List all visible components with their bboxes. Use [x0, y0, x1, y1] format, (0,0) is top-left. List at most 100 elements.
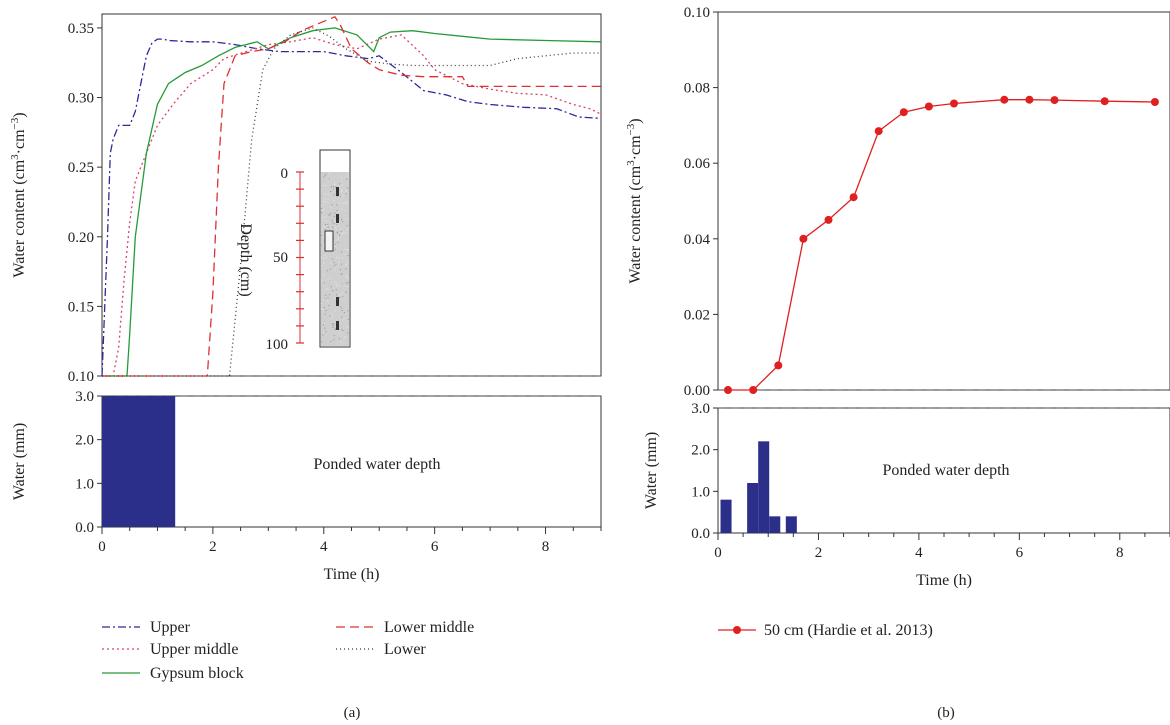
soil-speckle-dot — [334, 249, 335, 250]
soil-speckle-dot — [328, 297, 329, 298]
soil-speckle-dot — [321, 245, 322, 246]
panel-a-label: (a) — [344, 705, 361, 721]
series-point-50cm — [825, 216, 833, 224]
soil-speckle-dot — [341, 191, 342, 192]
soil-speckle-dot — [343, 318, 344, 319]
soil-speckle-dot — [347, 310, 348, 311]
soil-speckle-dot — [340, 275, 341, 276]
series-point-50cm — [900, 108, 908, 116]
soil-speckle-dot — [330, 191, 331, 192]
soil-speckle-dot — [321, 235, 322, 236]
soil-speckle-dot — [337, 232, 338, 233]
panel-b-bottom-ytick-1: 1.0 — [691, 484, 710, 500]
soil-speckle-dot — [347, 225, 348, 226]
series-point-50cm — [1025, 96, 1033, 104]
panel-a-bottom-bar-0 — [102, 396, 175, 527]
soil-speckle-dot — [323, 234, 324, 235]
panel-a-top-ytick-3: 0.25 — [68, 160, 94, 176]
soil-speckle-dot — [333, 188, 334, 189]
soil-speckle-dot — [327, 289, 328, 290]
soil-speckle-dot — [334, 298, 335, 299]
soil-speckle-dot — [334, 182, 335, 183]
series-point-50cm — [850, 193, 858, 201]
soil-speckle-dot — [329, 215, 330, 216]
soil-speckle-dot — [321, 208, 322, 209]
soil-speckle-dot — [342, 258, 343, 259]
panel-a-top-ytick-2: 0.20 — [68, 230, 94, 246]
series-point-50cm — [925, 103, 933, 111]
soil-speckle-dot — [322, 229, 323, 230]
panel-a-bottom-xtick-2: 4 — [320, 539, 328, 555]
soil-speckle-dot — [344, 249, 345, 250]
soil-speckle-dot — [343, 196, 344, 197]
soil-speckle-dot — [334, 221, 335, 222]
soil-speckle-dot — [343, 232, 344, 233]
soil-speckle-dot — [340, 341, 341, 342]
panel-b-top-frame — [718, 12, 1170, 390]
soil-speckle-dot — [334, 216, 335, 217]
soil-speckle-dot — [326, 257, 327, 258]
soil-speckle-dot — [322, 265, 323, 266]
soil-speckle-dot — [324, 258, 325, 259]
soil-speckle-dot — [334, 265, 335, 266]
panel-b-bottom-bar-1 — [747, 483, 758, 533]
soil-speckle-dot — [334, 270, 335, 271]
soil-speckle-dot — [324, 299, 325, 300]
series-point-50cm — [875, 127, 883, 135]
soil-speckle-dot — [328, 194, 329, 195]
soil-speckle-dot — [342, 209, 343, 210]
soil-speckle-dot — [346, 190, 347, 191]
soil-speckle-dot — [323, 332, 324, 333]
panel-a-bottom-ytick-1: 1.0 — [75, 476, 94, 492]
panel-a-bottom-xtick-1: 2 — [209, 539, 217, 555]
soil-speckle-dot — [347, 229, 348, 230]
soil-speckle-dot — [329, 294, 330, 295]
panel-a-bottom-ytick-0: 0.0 — [75, 520, 94, 536]
soil-speckle-dot — [332, 318, 333, 319]
soil-speckle-dot — [347, 173, 348, 174]
soil-speckle-dot — [328, 202, 329, 203]
soil-speckle-dot — [347, 327, 348, 328]
panel-a-bottom-ytick-2: 2.0 — [75, 433, 94, 449]
soil-speckle-dot — [345, 336, 346, 337]
soil-speckle-dot — [323, 226, 324, 227]
soil-speckle-dot — [336, 230, 337, 231]
soil-speckle-dot — [348, 286, 349, 287]
panel-b-bottom-xtick-4: 8 — [1116, 545, 1124, 561]
soil-speckle-dot — [327, 215, 328, 216]
soil-speckle-dot — [325, 314, 326, 315]
soil-speckle-dot — [336, 330, 337, 331]
soil-speckle-dot — [346, 193, 347, 194]
soil-speckle-dot — [336, 285, 337, 286]
soil-speckle-dot — [322, 308, 323, 309]
soil-speckle-dot — [347, 332, 348, 333]
soil-speckle-dot — [340, 269, 341, 270]
soil-speckle-dot — [330, 213, 331, 214]
soil-speckle-dot — [326, 289, 327, 290]
soil-speckle-dot — [323, 217, 324, 218]
soil-speckle-dot — [339, 258, 340, 259]
soil-speckle-dot — [341, 317, 342, 318]
soil-speckle-dot — [323, 201, 324, 202]
soil-speckle-dot — [322, 335, 323, 336]
soil-speckle-dot — [334, 200, 335, 201]
soil-speckle-dot — [336, 223, 337, 224]
soil-speckle-dot — [324, 328, 325, 329]
soil-speckle-dot — [342, 221, 343, 222]
panel-a-top-ytick-1: 0.15 — [68, 299, 94, 315]
soil-speckle-dot — [335, 282, 336, 283]
panel-a-top-ytick-4: 0.30 — [68, 91, 94, 107]
soil-speckle-dot — [324, 217, 325, 218]
panel-b-annotation: Ponded water depth — [882, 462, 1009, 479]
panel-b-legend: 50 cm (Hardie et al. 2013) — [718, 622, 933, 639]
soil-speckle-dot — [336, 289, 337, 290]
soil-speckle-dot — [330, 316, 331, 317]
soil-speckle-dot — [335, 329, 336, 330]
legend-label-gypsum-block: Gypsum block — [150, 665, 244, 682]
inset-ylabel: Depth (cm) — [237, 223, 254, 296]
soil-speckle-dot — [348, 282, 349, 283]
soil-speckle-dot — [347, 187, 348, 188]
panel-a-top-ytick-0: 0.10 — [68, 369, 94, 385]
soil-speckle-dot — [330, 341, 331, 342]
